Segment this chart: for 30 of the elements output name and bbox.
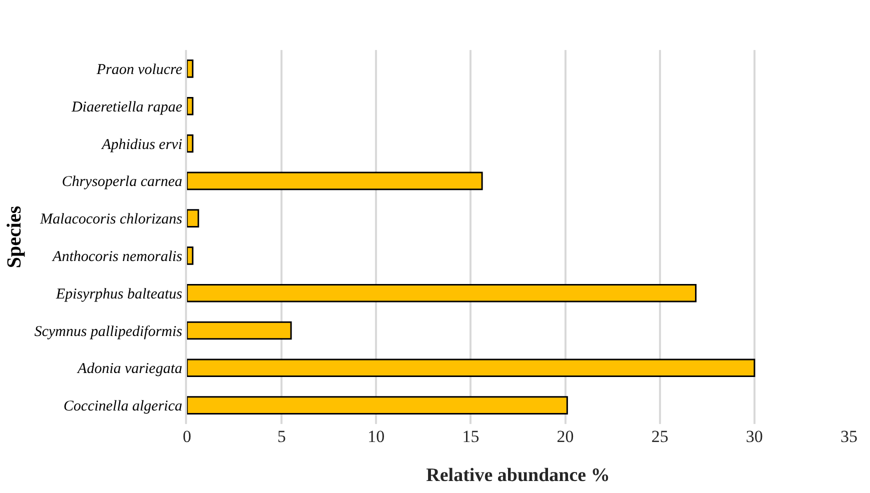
- y-axis-title: Species: [3, 206, 26, 268]
- bar: [187, 172, 483, 190]
- y-tick-label: Episyrphus balteatus: [55, 286, 182, 302]
- x-tick-label: 20: [556, 427, 574, 446]
- y-tick-label: Aphidius ervi: [100, 136, 182, 153]
- x-tick-label: 10: [368, 427, 385, 446]
- bar: [187, 358, 756, 378]
- bar: [187, 284, 697, 302]
- bar: [187, 396, 568, 414]
- x-tick-label: 30: [746, 427, 763, 446]
- y-tick-label: Chrysoperla carnea: [62, 174, 182, 190]
- y-tick-label: Coccinella algerica: [64, 398, 182, 415]
- bar: [187, 209, 200, 228]
- y-tick-label: Adonia variegata: [76, 361, 182, 378]
- y-tick-label: Diaeretiella rapae: [70, 99, 183, 116]
- x-tick-label: 15: [462, 427, 480, 446]
- x-tick-label: 35: [840, 427, 858, 446]
- y-tick-label: Malacocoris chlorizans: [39, 212, 182, 228]
- bar: [187, 60, 194, 78]
- y-tick-label: Praon volucre: [96, 62, 183, 78]
- x-tick-label: 5: [277, 427, 286, 446]
- bar: [187, 96, 194, 116]
- y-tick-label: Anthocoris nemoralis: [52, 248, 182, 265]
- x-tick-label: 25: [651, 427, 668, 446]
- x-tick-label: 0: [182, 427, 192, 446]
- x-axis-title: Relative abundance %: [426, 464, 610, 486]
- bar: [187, 321, 292, 340]
- y-tick-label: Scymnus pallipediformis: [34, 324, 182, 340]
- bar: [187, 134, 194, 153]
- bar: [187, 246, 194, 265]
